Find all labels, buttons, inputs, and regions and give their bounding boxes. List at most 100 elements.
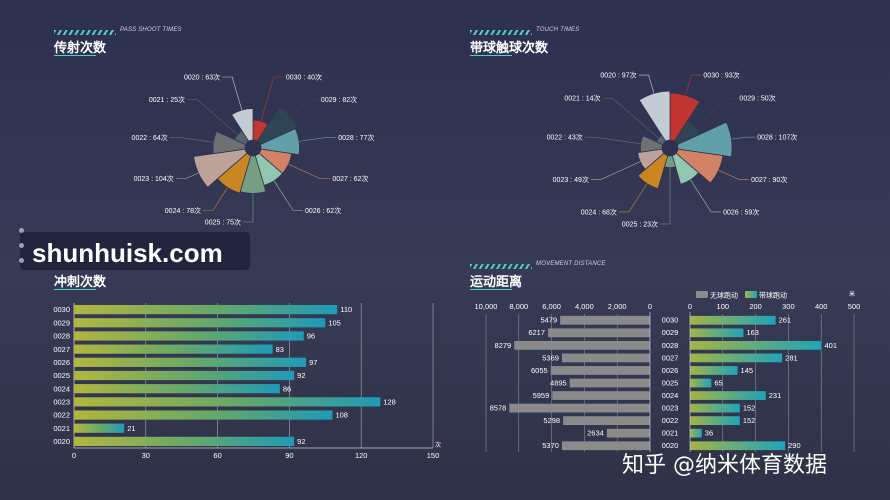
sprint-value-label: 105 (328, 318, 341, 327)
distance-left-tick-label: 0 (648, 302, 652, 311)
distance-ball-value: 163 (746, 328, 759, 337)
sprint-value-label: 97 (309, 358, 317, 367)
touch-panel-subtitle: TOUCH TIMES (536, 27, 580, 33)
header-underline (470, 55, 512, 56)
distance-no-ball-bar (548, 328, 650, 338)
distance-category-label: 0023 (662, 403, 679, 412)
source-credit: 知乎 @纳米体育数据 (622, 453, 827, 478)
pass-rose-slice-label: 0023 : 104次 (134, 174, 174, 183)
header-underline (54, 55, 96, 56)
sprint-value-label: 110 (340, 305, 352, 314)
touch-rose-leader-line (690, 179, 722, 213)
distance-ball-bar (690, 416, 740, 426)
header-underline (470, 289, 512, 290)
distance-no-ball-value: 8279 (495, 341, 512, 350)
touch-rose-slice-label: 0025 : 23次 (622, 220, 658, 229)
watermark-text: shunhuisk.com (32, 238, 223, 268)
sprint-category-label: 0028 (53, 332, 70, 341)
distance-right-tick-label: 100 (717, 302, 730, 311)
distance-no-ball-bar (550, 366, 650, 375)
touch-rose-slice (638, 90, 671, 142)
sprint-bar (74, 384, 280, 394)
touch-rose-leader-line (685, 74, 702, 96)
pass-rose-slice-label: 0021 : 25次 (149, 95, 185, 104)
pass-rose-leader-line (288, 163, 331, 180)
sprint-value-label: 96 (307, 332, 315, 341)
distance-category-label: 0024 (662, 391, 679, 400)
sprint-category-label: 0027 (53, 345, 70, 354)
distance-no-ball-bar (561, 353, 650, 363)
distance-ball-value: 36 (705, 429, 713, 438)
pass-rose-leader-line (187, 99, 238, 135)
touch-panel-title: 带球触球次数 (470, 40, 549, 55)
touch-rose-slice-label: 0024 : 68次 (581, 207, 617, 216)
sprint-value-label: 128 (383, 397, 396, 406)
distance-ball-bar (690, 328, 744, 338)
pass-rose-slice-label: 0024 : 78次 (165, 206, 201, 215)
distance-ball-value: 261 (779, 316, 792, 325)
legend-label-no-ball: 无球跑动 (710, 291, 738, 300)
sprint-category-label: 0026 (53, 358, 70, 367)
sprint-bar (74, 344, 273, 354)
distance-left-tick-label: 6,000 (542, 302, 561, 311)
distance-ball-value: 152 (743, 403, 756, 412)
distance-no-ball-bar (560, 315, 650, 325)
touch-rose-slice-label: 0021 : 14次 (564, 94, 600, 103)
distance-left-tick-label: 4,000 (575, 302, 594, 311)
distance-right-tick-label: 500 (848, 302, 861, 311)
legend-swatch-ball (745, 291, 757, 298)
sprint-bar (74, 304, 338, 315)
distance-left-tick-label: 8,000 (509, 302, 528, 311)
distance-no-ball-bar (606, 428, 650, 438)
sprint-category-label: 0025 (53, 371, 70, 380)
pass-rose-slice-label: 0026 : 62次 (305, 206, 341, 215)
distance-ball-value: 152 (743, 416, 756, 425)
distance-no-ball-value: 6217 (528, 328, 545, 337)
distance-no-ball-bar (563, 416, 650, 426)
distance-category-label: 0025 (662, 378, 679, 387)
pass-rose-leader-line (169, 137, 214, 143)
sprint-value-label: 86 (283, 384, 291, 393)
sprint-value-label: 92 (297, 371, 305, 380)
distance-left-tick-label: 10,000 (475, 302, 498, 311)
sprint-bar (74, 423, 125, 433)
pager-dot (19, 243, 24, 248)
pass-rose-slice-label: 0030 : 40次 (286, 72, 322, 81)
distance-ball-bar (690, 428, 702, 438)
sprint-bar (74, 318, 326, 328)
sprint-category-label: 0022 (53, 411, 70, 420)
pass-rose-slice-label: 0027 : 62次 (332, 174, 368, 183)
distance-no-ball-value: 6055 (531, 366, 548, 375)
pass-rose-leader-line (273, 180, 304, 211)
distance-category-label: 0028 (662, 341, 679, 350)
distance-no-ball-value: 5369 (542, 353, 559, 362)
distance-ball-bar (690, 378, 712, 388)
distance-ball-bar (690, 340, 822, 350)
sprint-category-label: 0023 (53, 397, 70, 406)
touch-rose-leader-line (602, 97, 659, 139)
touch-rose-slice-label: 0026 : 59次 (723, 207, 759, 216)
touch-rose-slice-label: 0028 : 107次 (757, 133, 797, 142)
distance-no-ball-value: 8578 (490, 403, 507, 412)
distance-ball-value: 290 (788, 441, 801, 450)
distance-ball-bar (690, 391, 766, 400)
distance-category-label: 0030 (662, 316, 679, 325)
sprint-bar (74, 370, 295, 381)
sprint-bar (74, 436, 295, 447)
distance-no-ball-value: 4895 (550, 378, 567, 387)
distance-panel-title: 运动距离 (470, 274, 523, 289)
pass-rose-leader-line (243, 193, 254, 223)
touch-rose-slice-label: 0029 : 50次 (739, 94, 775, 103)
sprint-category-label: 0024 (53, 384, 70, 393)
touch-rose-leader-line (638, 74, 655, 94)
touch-rose-leader-line (618, 183, 648, 213)
touch-rose-leader-line (694, 97, 738, 127)
distance-no-ball-bar (509, 403, 650, 413)
distance-panel-subtitle: MOVEMENT DISTANCE (536, 261, 606, 267)
distance-ball-value: 401 (825, 341, 838, 350)
pass-rose-leader-line (222, 76, 243, 111)
pager-dot (19, 258, 24, 263)
header-stripes (470, 264, 532, 269)
distance-no-ball-bar (561, 441, 650, 451)
pass-rose-leader-line (175, 172, 199, 180)
